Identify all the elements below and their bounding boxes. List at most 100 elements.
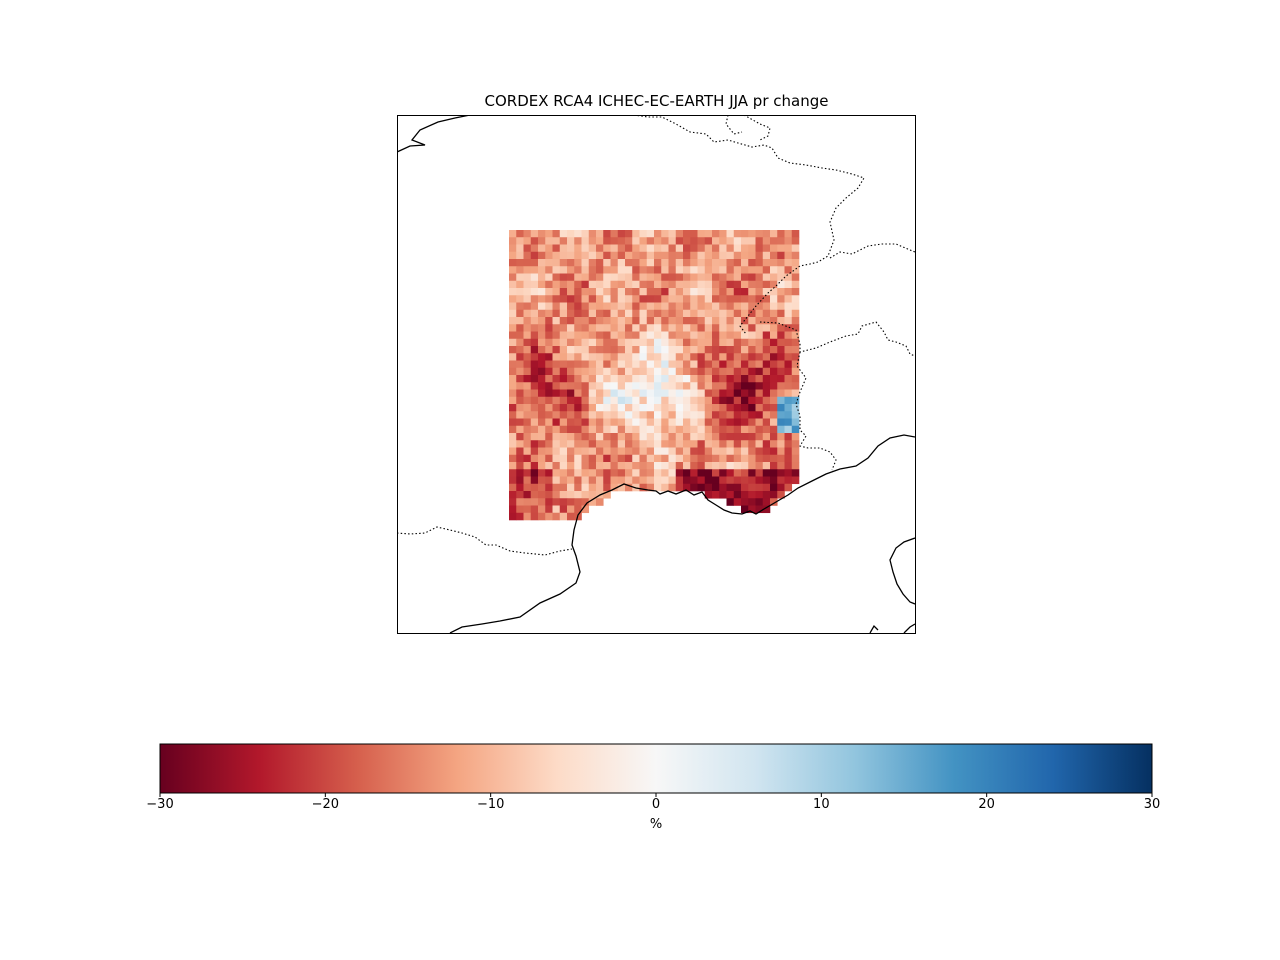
- heatmap-cell: [646, 440, 655, 448]
- heatmap-cell: [675, 273, 684, 282]
- heatmap-cell: [625, 418, 633, 427]
- heatmap-cell: [530, 230, 539, 238]
- heatmap-cell: [581, 353, 590, 361]
- heatmap-cell: [509, 338, 517, 347]
- heatmap-cell: [516, 404, 524, 412]
- heatmap-cell: [516, 382, 524, 390]
- heatmap-cell: [530, 375, 539, 383]
- heatmap-cell: [675, 244, 684, 253]
- heatmap-cell: [726, 360, 735, 369]
- heatmap-cell: [552, 280, 561, 289]
- heatmap-cell: [719, 418, 727, 427]
- heatmap-cell: [668, 411, 677, 419]
- heatmap-cell: [617, 266, 626, 274]
- heatmap-cell: [574, 476, 582, 485]
- heatmap-cell: [574, 382, 582, 390]
- heatmap-cell: [632, 273, 640, 282]
- heatmap-cell: [581, 244, 590, 253]
- heatmap-cell: [639, 433, 648, 441]
- heatmap-cell: [545, 295, 553, 303]
- heatmap-cell: [567, 389, 575, 398]
- heatmap-cell: [668, 396, 677, 405]
- heatmap-cell: [523, 230, 532, 238]
- heatmap-cell: [690, 447, 698, 456]
- heatmap-cell: [755, 346, 764, 354]
- heatmap-cell: [567, 360, 575, 369]
- heatmap-cell: [755, 302, 764, 311]
- heatmap-cell: [567, 317, 575, 325]
- heatmap-cell: [791, 295, 800, 303]
- heatmap-cell: [552, 447, 561, 456]
- heatmap-cell: [523, 375, 532, 383]
- heatmap-cell: [574, 309, 582, 318]
- heatmap-cell: [646, 280, 655, 289]
- heatmap-cell: [661, 389, 669, 398]
- heatmap-cell: [654, 360, 662, 369]
- heatmap-cell: [509, 447, 517, 456]
- heatmap-cell: [545, 491, 553, 499]
- heatmap-cell: [588, 288, 597, 296]
- heatmap-cell: [748, 375, 756, 383]
- heatmap-cell: [712, 440, 720, 448]
- heatmap-cell: [617, 396, 626, 405]
- heatmap-cell: [762, 425, 771, 434]
- heatmap-cell: [762, 251, 771, 260]
- heatmap-cell: [683, 338, 691, 347]
- heatmap-cell: [755, 324, 764, 332]
- heatmap-cell: [683, 433, 691, 441]
- heatmap-cell: [791, 237, 800, 245]
- heatmap-cell: [733, 411, 742, 419]
- heatmap-cell: [588, 259, 597, 267]
- heatmap-cell: [545, 411, 553, 419]
- heatmap-cell: [770, 476, 778, 485]
- heatmap-cell: [588, 346, 597, 354]
- heatmap-cell: [559, 404, 568, 412]
- heatmap-cell: [639, 476, 648, 485]
- heatmap-cell: [697, 433, 706, 441]
- heatmap-cell: [791, 411, 800, 419]
- heatmap-cell: [668, 476, 677, 485]
- heatmap-cell: [625, 259, 633, 267]
- heatmap-cell: [523, 244, 532, 253]
- heatmap-cell: [770, 251, 778, 260]
- heatmap-cell: [762, 454, 771, 463]
- heatmap-cell: [726, 230, 735, 238]
- heatmap-cell: [581, 266, 590, 274]
- heatmap-cell: [632, 338, 640, 347]
- heatmap-cell: [704, 375, 713, 383]
- heatmap-cell: [712, 476, 720, 485]
- heatmap-cell: [567, 237, 575, 245]
- heatmap-cell: [588, 280, 597, 289]
- heatmap-cell: [617, 367, 626, 376]
- heatmap-cell: [588, 295, 597, 303]
- heatmap-cell: [719, 375, 727, 383]
- heatmap-cell: [683, 273, 691, 282]
- heatmap-cell: [559, 346, 568, 354]
- heatmap-cell: [683, 447, 691, 456]
- heatmap-cell: [574, 280, 582, 289]
- heatmap-cell: [726, 498, 735, 506]
- heatmap-cell: [552, 331, 561, 340]
- heatmap-cell: [596, 331, 604, 340]
- heatmap-cell: [559, 425, 568, 434]
- heatmap-cell: [617, 462, 626, 470]
- heatmap-cell: [748, 389, 756, 398]
- heatmap-cell: [661, 367, 669, 376]
- heatmap-cell: [719, 259, 727, 267]
- heatmap-cell: [726, 331, 735, 340]
- heatmap-cell: [646, 433, 655, 441]
- heatmap-cell: [770, 338, 778, 347]
- heatmap-cell: [741, 259, 749, 267]
- heatmap-cell: [668, 244, 677, 253]
- heatmap-cell: [603, 454, 611, 463]
- heatmap-cell: [596, 425, 604, 434]
- heatmap-cell: [690, 338, 698, 347]
- heatmap-cell: [552, 295, 561, 303]
- heatmap-cell: [552, 360, 561, 369]
- heatmap-cell: [726, 346, 735, 354]
- heatmap-cell: [770, 433, 778, 441]
- heatmap-cell: [719, 230, 727, 238]
- heatmap-cell: [545, 331, 553, 340]
- heatmap-cell: [741, 244, 749, 253]
- heatmap-cell: [545, 418, 553, 427]
